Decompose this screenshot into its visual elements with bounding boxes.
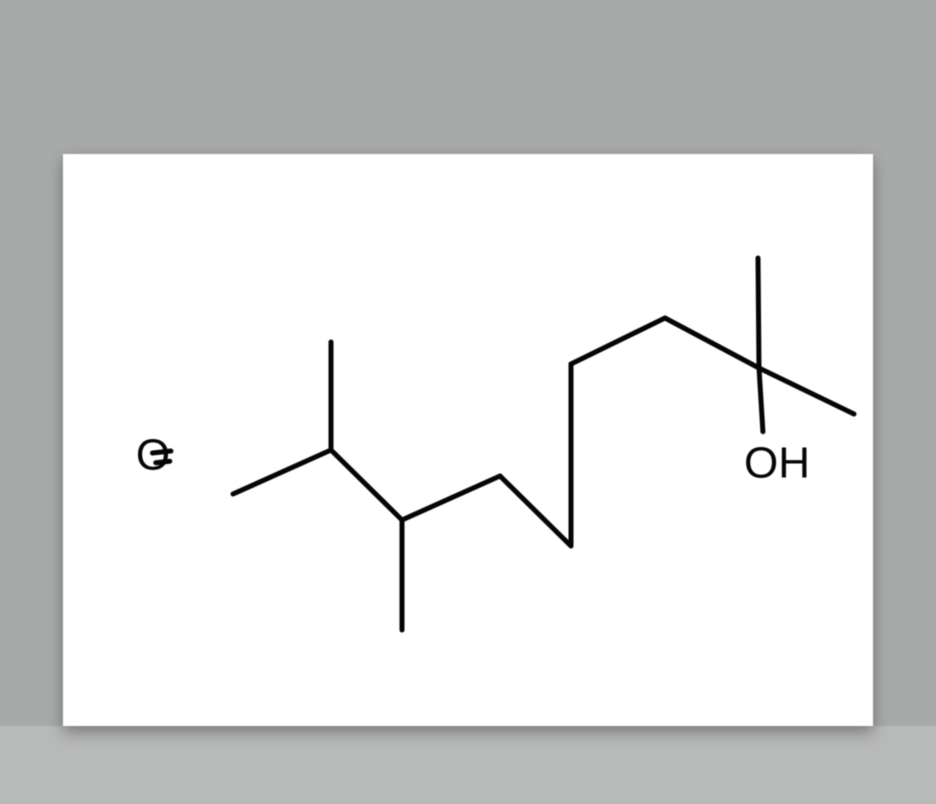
page-background: O OH [0,0,936,804]
molecule-diagram: O OH [63,154,873,726]
svg-text:O: O [136,431,170,480]
svg-text:OH: OH [744,439,810,488]
molecule-card: O OH [63,154,873,726]
bottom-band [0,726,936,804]
